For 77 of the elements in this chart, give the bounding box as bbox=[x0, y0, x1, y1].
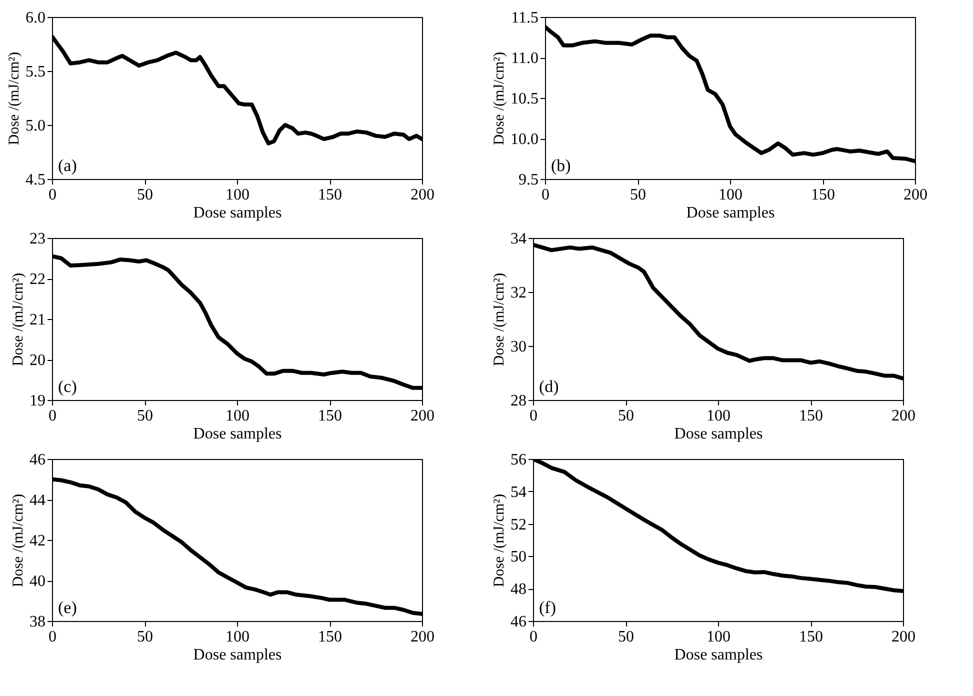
x-tick-label: 100 bbox=[226, 408, 250, 424]
annotation: (c) bbox=[58, 377, 77, 396]
y-tick-label: 11.5 bbox=[511, 10, 538, 26]
y-axis-title: Dose /(mJ/cm²) bbox=[6, 52, 22, 146]
x-tick-label: 100 bbox=[718, 186, 742, 204]
x-tick-label: 200 bbox=[892, 628, 916, 646]
x-axis-title: Dose samples bbox=[674, 646, 763, 664]
x-axis-title: Dose samples bbox=[686, 204, 775, 222]
x-tick-label: 150 bbox=[318, 186, 342, 204]
x-tick-label: 200 bbox=[892, 408, 916, 424]
x-tick-label: 150 bbox=[318, 408, 342, 424]
x-tick-label: 0 bbox=[48, 628, 56, 646]
y-tick-label: 28 bbox=[510, 392, 526, 410]
x-tick-label: 200 bbox=[904, 186, 928, 204]
y-tick-label: 5.5 bbox=[26, 64, 46, 80]
y-tick-label: 46 bbox=[510, 614, 526, 630]
y-tick-label: 56 bbox=[510, 452, 526, 468]
annotation: (b) bbox=[551, 156, 571, 175]
x-tick-label: 50 bbox=[618, 628, 634, 646]
y-tick-label: 5.0 bbox=[26, 118, 46, 134]
y-tick-label: 42 bbox=[30, 532, 46, 550]
annotation: (f) bbox=[539, 598, 556, 617]
x-tick-label: 200 bbox=[410, 628, 434, 646]
x-tick-label: 200 bbox=[410, 408, 434, 424]
y-axis-title: Dose /(mJ/cm²) bbox=[492, 272, 508, 366]
y-tick-label: 23 bbox=[30, 230, 46, 248]
y-tick-label: 20 bbox=[30, 352, 46, 369]
y-tick-label: 9.5 bbox=[518, 172, 538, 188]
x-tick-label: 100 bbox=[706, 408, 730, 424]
y-tick-label: 54 bbox=[510, 484, 526, 501]
annotation: (a) bbox=[58, 156, 77, 175]
y-tick-label: 32 bbox=[510, 284, 526, 302]
y-tick-label: 46 bbox=[30, 452, 46, 468]
annotation: (e) bbox=[58, 598, 77, 617]
y-tick-label: 19 bbox=[30, 392, 46, 410]
y-tick-label: 10.0 bbox=[510, 131, 538, 148]
x-tick-label: 100 bbox=[706, 628, 730, 646]
x-tick-label: 150 bbox=[799, 628, 823, 646]
y-tick-label: 11.0 bbox=[511, 50, 538, 67]
y-tick-label: 44 bbox=[30, 492, 46, 509]
y-tick-label: 52 bbox=[510, 516, 526, 534]
x-tick-label: 0 bbox=[48, 186, 56, 204]
x-tick-label: 50 bbox=[137, 408, 153, 424]
y-axis-title: Dose /(mJ/cm²) bbox=[10, 494, 26, 588]
y-axis-title: Dose /(mJ/cm²) bbox=[492, 52, 508, 146]
y-tick-label: 40 bbox=[30, 573, 46, 590]
y-tick-label: 22 bbox=[30, 271, 46, 288]
y-tick-label: 38 bbox=[30, 614, 46, 630]
x-tick-label: 150 bbox=[799, 408, 823, 424]
x-tick-label: 50 bbox=[137, 186, 153, 204]
x-tick-label: 200 bbox=[410, 186, 434, 204]
x-axis-title: Dose samples bbox=[674, 426, 763, 442]
x-axis-title: Dose samples bbox=[193, 204, 282, 222]
annotation: (d) bbox=[539, 377, 559, 396]
x-tick-label: 100 bbox=[226, 186, 250, 204]
y-tick-label: 48 bbox=[510, 581, 526, 598]
x-tick-label: 50 bbox=[137, 628, 153, 646]
x-tick-label: 50 bbox=[630, 186, 646, 204]
x-tick-label: 150 bbox=[811, 186, 835, 204]
y-tick-label: 50 bbox=[510, 548, 526, 566]
y-tick-label: 6.0 bbox=[26, 10, 46, 26]
x-axis-title: Dose samples bbox=[193, 426, 282, 442]
y-tick-label: 34 bbox=[510, 230, 526, 248]
x-tick-label: 50 bbox=[618, 408, 634, 424]
x-tick-label: 150 bbox=[318, 628, 342, 646]
y-axis-title: Dose /(mJ/cm²) bbox=[492, 494, 508, 588]
x-tick-label: 0 bbox=[542, 186, 550, 204]
x-tick-label: 0 bbox=[530, 408, 538, 424]
y-tick-label: 30 bbox=[510, 338, 526, 356]
y-axis-title: Dose /(mJ/cm²) bbox=[10, 272, 26, 366]
x-tick-label: 100 bbox=[226, 628, 250, 646]
x-tick-label: 0 bbox=[48, 408, 56, 424]
y-tick-label: 21 bbox=[30, 312, 46, 328]
x-tick-label: 0 bbox=[530, 628, 538, 646]
y-tick-label: 4.5 bbox=[26, 172, 46, 188]
y-tick-label: 10.5 bbox=[510, 90, 538, 108]
x-axis-title: Dose samples bbox=[193, 646, 282, 664]
